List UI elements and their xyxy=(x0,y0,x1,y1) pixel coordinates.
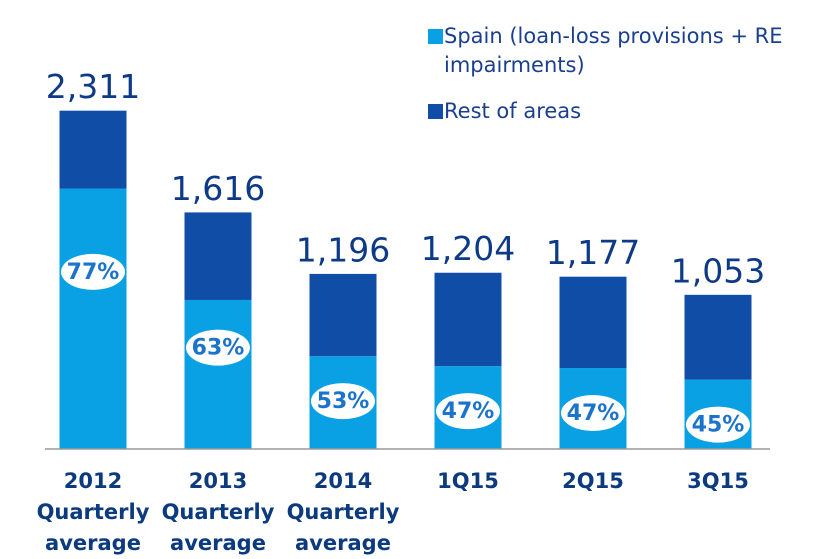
bar-segment xyxy=(684,294,752,380)
share-label: 63% xyxy=(192,336,245,361)
bar-segment xyxy=(59,188,127,450)
legend-label: Spain (loan-loss provisions + RE impairm… xyxy=(444,24,783,77)
share-badge xyxy=(311,383,375,420)
total-label: 1,053 xyxy=(671,251,765,290)
bar-segment xyxy=(434,272,502,367)
total-label: 2,311 xyxy=(46,67,140,106)
share-label: 45% xyxy=(692,413,745,438)
total-label: 1,616 xyxy=(171,169,265,208)
share-badge xyxy=(61,253,125,290)
x-tick-label: 2Q15 xyxy=(562,469,624,493)
share-badge xyxy=(436,393,500,430)
bar-segment xyxy=(184,299,252,449)
x-tick-label: 2012 Quarterly average xyxy=(36,469,150,555)
share-badge xyxy=(561,395,625,432)
total-label: 1,196 xyxy=(296,230,390,269)
total-label: 1,177 xyxy=(546,233,640,272)
bar-segment xyxy=(184,212,252,300)
x-tick-label: 2013 Quarterly average xyxy=(161,469,275,555)
x-tick-label: 2014 Quarterly average xyxy=(286,469,400,555)
legend-swatch xyxy=(428,29,443,44)
bar-segment xyxy=(559,276,627,369)
share-label: 53% xyxy=(317,389,370,414)
share-badge xyxy=(686,406,750,443)
share-label: 77% xyxy=(67,260,120,285)
x-tick-label: 3Q15 xyxy=(687,469,749,493)
legend-swatch xyxy=(428,104,443,119)
share-label: 47% xyxy=(442,399,495,424)
bar-segment xyxy=(309,273,377,357)
legend-label: Rest of areas xyxy=(444,99,582,123)
share-badge xyxy=(186,329,250,366)
share-label: 47% xyxy=(567,401,620,426)
x-tick-label: 1Q15 xyxy=(437,469,499,493)
total-label: 1,204 xyxy=(421,229,515,268)
bar-segment xyxy=(59,110,127,189)
